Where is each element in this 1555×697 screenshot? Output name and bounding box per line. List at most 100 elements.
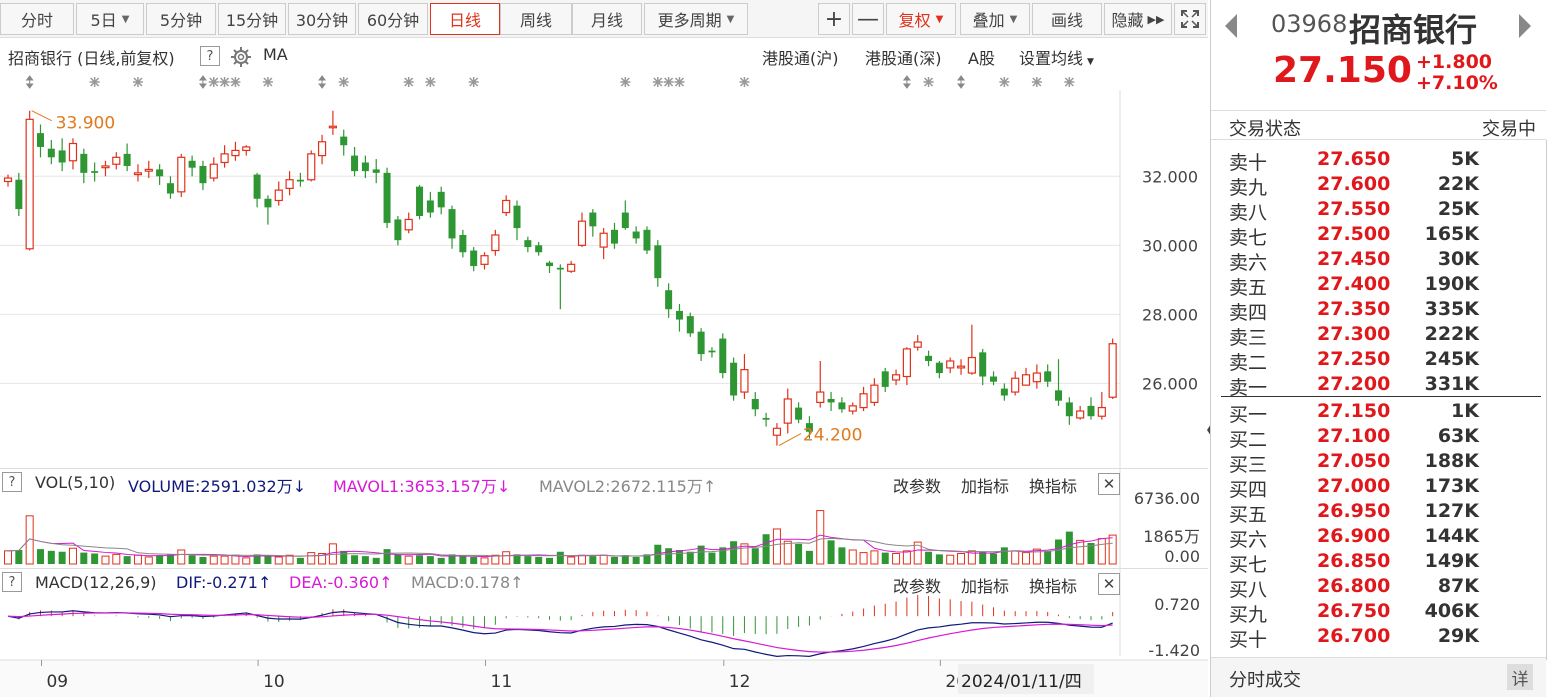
ask-row[interactable]: 卖八 27.550 25K: [1211, 197, 1546, 224]
bid-row[interactable]: 买四 27.000 173K: [1211, 474, 1546, 501]
ask-row[interactable]: 卖七 27.500 165K: [1211, 222, 1546, 249]
edit-params-button[interactable]: 改参数: [893, 577, 942, 596]
bid-row[interactable]: 买六 26.900 144K: [1211, 524, 1546, 551]
candle-body-up: [328, 125, 337, 129]
tab-5min[interactable]: 5分钟: [146, 3, 216, 35]
tab-monthly[interactable]: 月线: [572, 3, 642, 35]
event-star-icon: [1031, 77, 1042, 87]
volume-bar-up: [491, 554, 500, 565]
overlay-button[interactable]: 叠加 ▼: [960, 3, 1030, 35]
adjust-button[interactable]: 复权 ▼: [886, 3, 956, 35]
ask-row[interactable]: 卖四 27.350 335K: [1211, 297, 1546, 324]
volume-bar-down: [264, 556, 272, 564]
prev-stock-button[interactable]: [1225, 14, 1237, 38]
candle-body-down: [925, 355, 933, 361]
button-label: 叠加: [972, 11, 1005, 30]
zoom-in-button[interactable]: +: [818, 3, 850, 35]
candle-body-down: [166, 183, 174, 194]
fullscreen-button[interactable]: [1174, 3, 1206, 35]
hide-button[interactable]: 隐藏 ▶▶: [1104, 3, 1172, 35]
macd-panel-header: ? MACD(12,26,9) DIF:-0.271↑ DEA:-0.360↑ …: [0, 568, 1208, 596]
candle-body-up: [567, 263, 576, 272]
volume-bar-up: [480, 557, 489, 565]
level-label: 卖六: [1229, 252, 1268, 274]
ask-row[interactable]: 卖十 27.650 5K: [1211, 147, 1546, 174]
candle-body-down: [762, 417, 770, 420]
tick-trades-header[interactable]: 分时成交 详: [1211, 657, 1546, 697]
close-panel-button[interactable]: ✕: [1098, 573, 1120, 595]
details-button[interactable]: 详: [1507, 664, 1533, 690]
level-volume: 188K: [1424, 450, 1479, 472]
link-sz-connect[interactable]: 港股通(深): [865, 49, 942, 68]
candle-body-up: [133, 172, 143, 176]
volume-bar-down: [15, 549, 23, 564]
tab-15min[interactable]: 15分钟: [218, 3, 286, 35]
add-indicator-button[interactable]: 加指标: [961, 577, 1010, 596]
level-label: 买六: [1229, 529, 1268, 551]
swap-indicator-button[interactable]: 换指标: [1029, 577, 1078, 596]
bid-row[interactable]: 买八 26.800 87K: [1211, 574, 1546, 601]
tab-more-periods[interactable]: 更多周期 ▼: [644, 3, 748, 35]
kline-chart[interactable]: 32.000 30.000 28.000 26.000 33.900 24.200 67…: [0, 90, 1208, 697]
draw-line-button[interactable]: 画线: [1032, 3, 1102, 35]
bid-row[interactable]: 买一 27.150 1K: [1211, 399, 1546, 426]
ask-row[interactable]: 卖二 27.250 245K: [1211, 347, 1546, 374]
event-star-icon: [208, 77, 219, 87]
tab-5day[interactable]: 5日 ▼: [76, 3, 144, 35]
candle-body-up: [772, 427, 782, 436]
bid-row[interactable]: 买三 27.050 188K: [1211, 449, 1546, 476]
volume-bar-down: [675, 549, 683, 564]
bid-row[interactable]: 买二 27.100 63K: [1211, 424, 1546, 451]
swap-indicator-button[interactable]: 换指标: [1029, 477, 1078, 496]
trade-status-row: 交易状态 交易中: [1211, 110, 1546, 140]
tab-label: 日线: [448, 11, 481, 30]
tab-weekly[interactable]: 周线: [500, 3, 572, 35]
volume-value: VOLUME:2591.032万↓: [128, 473, 306, 497]
ma-settings-menu[interactable]: 设置均线 ▼: [1019, 45, 1094, 69]
candle-body-down: [123, 153, 131, 166]
candle-body-down: [426, 200, 434, 213]
ask-row[interactable]: 卖六 27.450 30K: [1211, 247, 1546, 274]
bid-row[interactable]: 买十 26.700 29K: [1211, 624, 1546, 651]
volume-bar-down: [708, 552, 716, 564]
link-sh-connect[interactable]: 港股通(沪): [762, 49, 839, 68]
next-stock-button[interactable]: [1519, 14, 1531, 38]
candle-body-up: [231, 149, 240, 157]
event-star-icon: [262, 77, 273, 87]
price-axis: 32.000 30.000 28.000 26.000: [1142, 167, 1198, 393]
bid-row[interactable]: 买五 26.950 127K: [1211, 499, 1546, 526]
help-button[interactable]: ?: [2, 472, 22, 492]
tab-30min[interactable]: 30分钟: [288, 3, 356, 35]
chart-header: 招商银行 (日线,前复权) ? MA 港股通(沪) 港股通(深) A股 设置均线…: [0, 42, 1208, 70]
help-button[interactable]: ?: [2, 572, 22, 592]
event-star-icon: [652, 77, 663, 87]
help-button[interactable]: ?: [200, 46, 220, 66]
mavol2-text: MAVOL2:2672.115万: [539, 477, 703, 496]
event-star-icon: [923, 77, 934, 87]
bid-row[interactable]: 买九 26.750 406K: [1211, 599, 1546, 626]
volume-bar-down: [36, 549, 44, 564]
candle-body-up: [599, 232, 608, 248]
ma-label[interactable]: MA: [263, 45, 288, 64]
ask-row[interactable]: 卖一 27.200 331K: [1211, 372, 1546, 399]
tab-intraday[interactable]: 分时: [0, 3, 74, 35]
gear-icon[interactable]: [230, 46, 252, 68]
link-a-share[interactable]: A股: [968, 49, 995, 68]
volume-bar-up: [859, 552, 868, 565]
volume-bar-down: [838, 547, 846, 564]
side-strip: [1546, 140, 1555, 660]
tab-daily[interactable]: 日线: [430, 3, 500, 35]
volume-bar-down: [80, 552, 88, 564]
change-amount: +1.800: [1416, 51, 1493, 73]
zoom-out-button[interactable]: —: [852, 3, 884, 35]
add-indicator-button[interactable]: 加指标: [961, 477, 1010, 496]
ask-row[interactable]: 卖五 27.400 190K: [1211, 272, 1546, 299]
close-panel-button[interactable]: ✕: [1098, 473, 1120, 495]
ask-row[interactable]: 卖三 27.300 222K: [1211, 322, 1546, 349]
tab-60min[interactable]: 60分钟: [358, 3, 428, 35]
bid-row[interactable]: 买七 26.850 149K: [1211, 549, 1546, 576]
volume-bar-up: [772, 528, 781, 565]
candle-body-down: [546, 262, 553, 267]
edit-params-button[interactable]: 改参数: [893, 477, 942, 496]
ask-row[interactable]: 卖九 27.600 22K: [1211, 172, 1546, 199]
